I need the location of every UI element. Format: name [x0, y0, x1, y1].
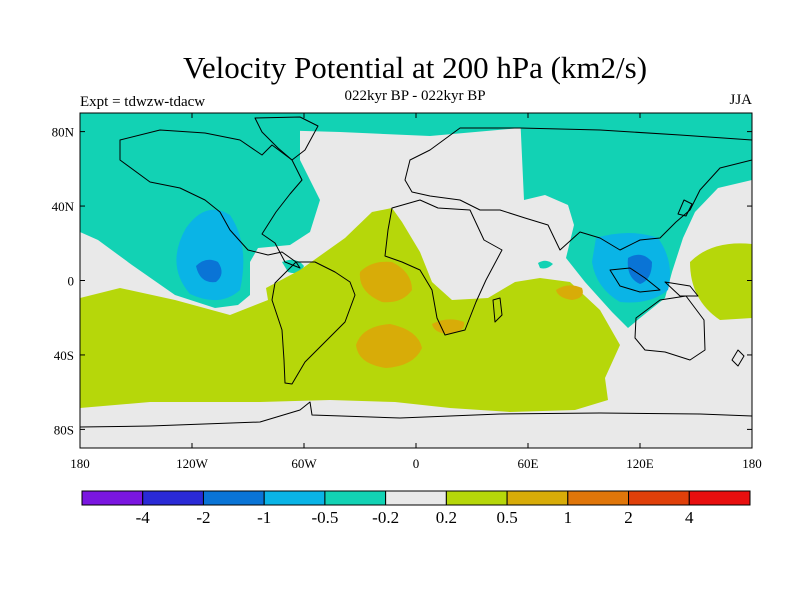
- x-tick-label: 120E: [626, 456, 654, 471]
- negative-core-east-pacific: [196, 259, 222, 283]
- x-tick-label: 60W: [291, 456, 317, 471]
- colorbar-box: [263, 490, 326, 506]
- y-axis: 80N 40N 0 40S 80S: [52, 125, 752, 437]
- negative-region-east-pacific-core: [176, 209, 244, 301]
- x-tick-label: 180: [742, 456, 762, 471]
- coastlines: [80, 116, 752, 428]
- colorbar-label: 1: [564, 508, 573, 527]
- y-tick-label: 40N: [52, 199, 75, 214]
- colorbar-label: -0.5: [311, 508, 338, 527]
- positive-core-indian-ocean: [556, 285, 583, 300]
- colorbar-label: 0.5: [496, 508, 517, 527]
- coastline-new-guinea: [664, 281, 699, 297]
- colorbar-box: [688, 490, 751, 506]
- negative-region-north-america: [80, 113, 320, 308]
- negative-core-maritime-continent: [627, 254, 652, 284]
- colorbar-box: [202, 490, 265, 506]
- y-tick-label: 0: [68, 274, 75, 289]
- coastline-greenland: [254, 116, 319, 161]
- experiment-label: Expt = tdwzw-tdacw: [80, 94, 206, 110]
- y-tick-label: 80N: [52, 125, 75, 140]
- chart-subtitle: 022kyr BP - 022kyr BP: [344, 88, 486, 104]
- season-label: JJA: [729, 92, 752, 108]
- coastline-japan: [677, 199, 693, 217]
- colorbar-box: [385, 490, 447, 506]
- y-tick-label: 80S: [54, 422, 74, 437]
- coastline-africa: [384, 199, 503, 336]
- colorbar-box: [445, 490, 508, 506]
- coastline-antarctica: [80, 401, 752, 428]
- x-tick-label: 120W: [176, 456, 209, 471]
- colorbar-label: -0.2: [372, 508, 399, 527]
- coastline-new-zealand: [731, 349, 745, 367]
- map-field: [80, 113, 752, 448]
- colorbar-box: [506, 490, 569, 506]
- colorbar-label: -4: [136, 508, 151, 527]
- colorbar-box: [142, 490, 204, 506]
- colorbar-label: 0.2: [436, 508, 457, 527]
- positive-region-western-pacific: [690, 243, 752, 320]
- x-tick-label: 180: [70, 456, 90, 471]
- x-tick-label: 60E: [518, 456, 539, 471]
- colorbar-label: -2: [196, 508, 210, 527]
- positive-core-south-atlantic: [356, 324, 422, 368]
- x-tick-label: 0: [413, 456, 420, 471]
- colorbar: -4 -2 -1 -0.5 -0.2 0.2 0.5 1 2 4: [81, 490, 751, 527]
- negative-region-asia: [520, 113, 752, 328]
- positive-region-south-atlantic-indian: [80, 208, 620, 412]
- colorbar-label: 4: [685, 508, 694, 527]
- negative-region-arctic-europe: [240, 113, 560, 136]
- coastline-north-america: [119, 129, 303, 269]
- positive-core-southern-africa: [432, 319, 465, 334]
- coastline-madagascar: [492, 297, 503, 323]
- colorbar-box: [567, 490, 630, 506]
- colorbar-label: -1: [257, 508, 271, 527]
- coastline-south-america: [271, 261, 356, 385]
- colorbar-label: 2: [624, 508, 633, 527]
- positive-core-equatorial-atlantic: [359, 261, 412, 303]
- y-tick-label: 40S: [54, 348, 74, 363]
- colorbar-box: [628, 490, 690, 506]
- coastline-eurasia: [404, 127, 752, 251]
- x-axis: 180 120W 60W 0 60E 120E 180: [70, 113, 762, 471]
- chart-title: Velocity Potential at 200 hPa (km2/s): [182, 50, 648, 85]
- colorbar-box: [81, 490, 144, 506]
- negative-region-indian-ocean-blob: [538, 260, 553, 269]
- negative-region-east-pacific: [80, 150, 108, 172]
- coastline-indonesia: [609, 267, 661, 293]
- colorbar-box: [324, 490, 387, 506]
- coastline-australia: [634, 295, 706, 361]
